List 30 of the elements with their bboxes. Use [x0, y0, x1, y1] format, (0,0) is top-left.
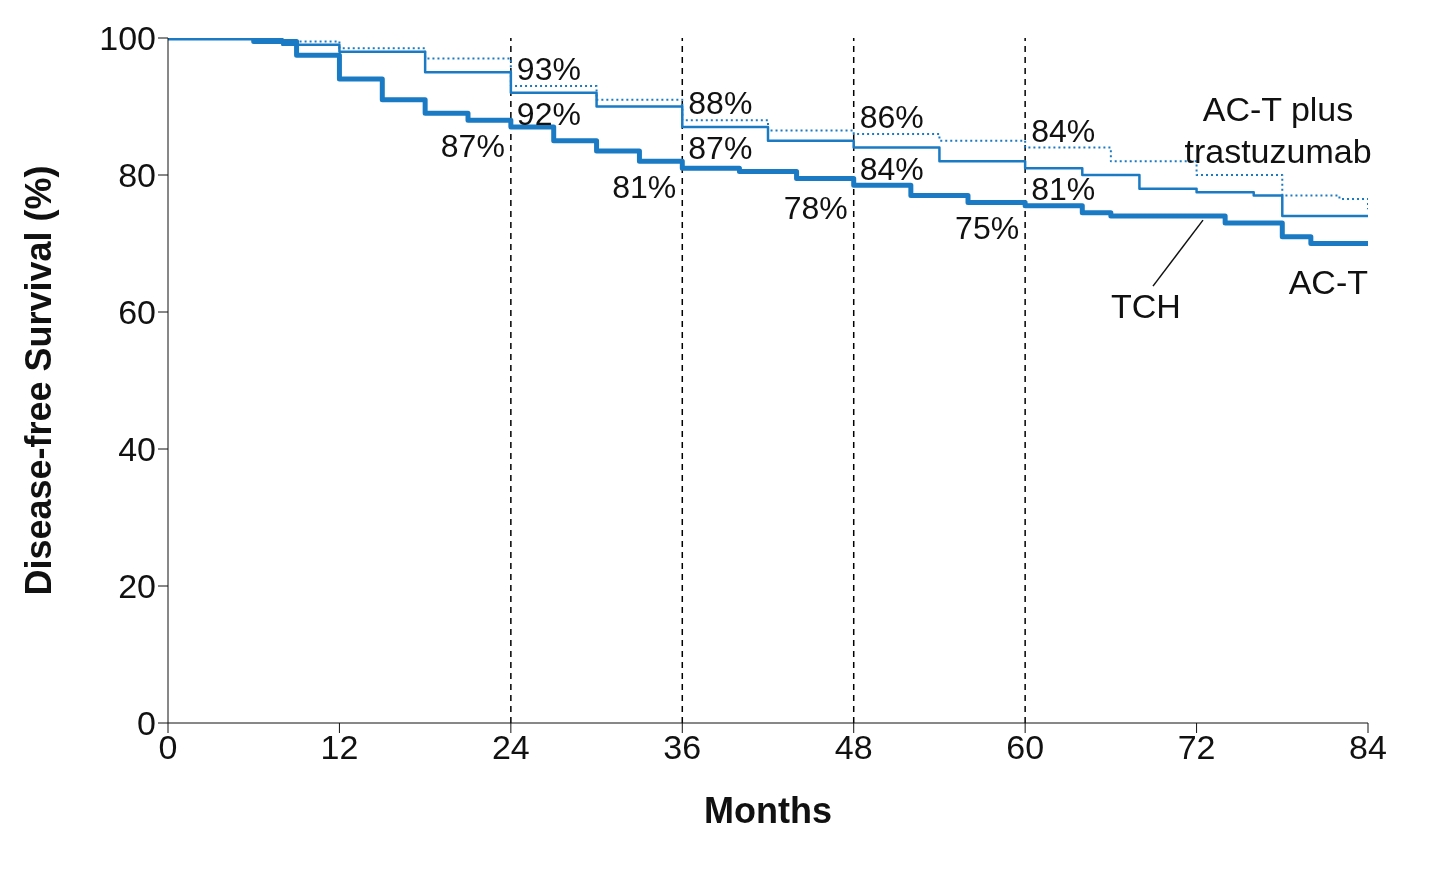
annotation: 93%	[516, 50, 581, 87]
series-label: AC-T plus trastuzumab	[1184, 90, 1372, 171]
x-tick-label: 48	[834, 728, 873, 767]
annotation: 81%	[612, 169, 677, 206]
annotation: 75%	[955, 210, 1020, 247]
annotation: 88%	[688, 85, 753, 122]
annotation: 84%	[1031, 112, 1096, 149]
y-tick-label: 60	[118, 293, 156, 332]
y-tick-label: 0	[137, 704, 156, 743]
annotation: 78%	[783, 189, 848, 226]
x-tick-label: 60	[1006, 728, 1045, 767]
x-tick-label: 12	[320, 728, 359, 767]
text: TCH	[1111, 287, 1181, 326]
annotation: 86%	[859, 98, 924, 135]
y-tick-label: 20	[118, 567, 156, 606]
series-label: AC-T	[1288, 262, 1368, 301]
x-tick-label: 36	[663, 728, 702, 767]
y-tick-label: 40	[118, 430, 156, 469]
annotation: 81%	[1031, 171, 1096, 208]
annotation: 84%	[859, 150, 924, 187]
annotation: 87%	[688, 130, 753, 167]
y-axis-title: Disease-free Survival (%)	[17, 165, 59, 596]
x-tick-label: 84	[1349, 728, 1387, 767]
y-tick-label: 80	[118, 156, 156, 195]
y-tick-label: 100	[99, 19, 156, 58]
x-tick-label: 24	[491, 728, 530, 767]
x-axis-title: Months	[704, 790, 832, 831]
annotation: 87%	[440, 128, 505, 165]
x-tick-label: 72	[1177, 728, 1216, 767]
annotation: 92%	[516, 95, 581, 132]
